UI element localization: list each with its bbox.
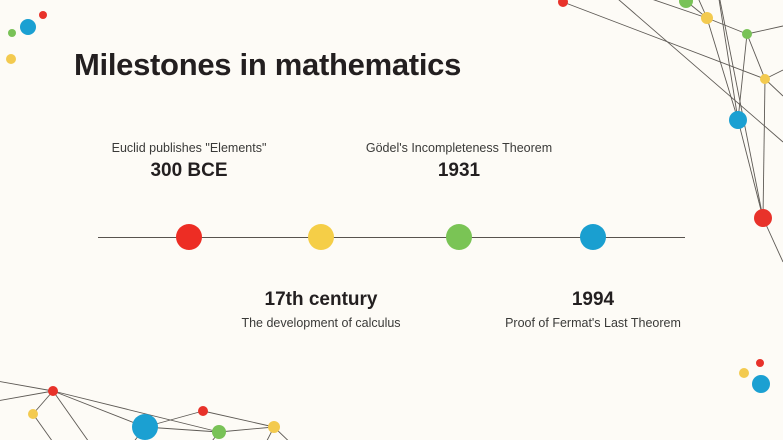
network-node-tr6 bbox=[729, 111, 747, 129]
network-edge bbox=[52, 390, 220, 433]
timeline-year-calculus: 17th century bbox=[264, 289, 378, 310]
network-edge bbox=[737, 33, 748, 121]
network-edge bbox=[762, 78, 766, 219]
timeline-description-euclid-elements: Euclid publishes "Elements" bbox=[111, 141, 267, 155]
network-edge bbox=[202, 410, 275, 428]
network-edge bbox=[32, 390, 54, 415]
network-edge bbox=[698, 0, 708, 19]
network-edge bbox=[746, 33, 766, 80]
timeline-year-godel-incompleteness: 1931 bbox=[437, 160, 481, 182]
network-edge bbox=[618, 0, 783, 143]
network-node-bl4 bbox=[198, 406, 208, 416]
network-node-br1 bbox=[756, 359, 764, 367]
network-node-bl1 bbox=[48, 386, 58, 396]
network-node-tr3 bbox=[701, 12, 713, 24]
network-edge bbox=[685, 0, 708, 19]
timeline-dot-euclid-elements[interactable] bbox=[176, 224, 202, 250]
timeline-description-calculus: The development of calculus bbox=[241, 315, 401, 330]
network-edge bbox=[218, 426, 275, 433]
network-node-br3 bbox=[752, 375, 770, 393]
timeline-year-euclid-elements: 300 BCE bbox=[150, 160, 228, 182]
network-node-tl2 bbox=[20, 19, 36, 35]
network-edge bbox=[144, 410, 204, 428]
network-node-bl5 bbox=[212, 425, 226, 439]
network-node-tr1 bbox=[558, 0, 568, 7]
network-edge bbox=[746, 25, 783, 35]
network-node-bl2 bbox=[28, 409, 38, 419]
network-node-tr5 bbox=[760, 74, 770, 84]
network-edge bbox=[764, 69, 783, 80]
network-edge bbox=[762, 217, 783, 263]
network-edge bbox=[0, 390, 54, 401]
network-edge bbox=[134, 426, 146, 440]
page-title: Milestones in mathematics bbox=[74, 47, 462, 82]
network-edge bbox=[684, 0, 687, 2]
network-edge bbox=[718, 0, 739, 121]
network-edge bbox=[706, 17, 748, 35]
network-edge bbox=[653, 0, 708, 19]
network-edge bbox=[719, 0, 764, 219]
network-edge bbox=[266, 426, 275, 440]
network-node-tl4 bbox=[6, 54, 16, 64]
network-edge bbox=[706, 17, 739, 121]
timeline-label-calculus: 17th century The development of calculus bbox=[241, 286, 400, 332]
network-edge bbox=[562, 1, 766, 80]
timeline-description-fermats-last-theorem: Proof of Fermat's Last Theorem bbox=[505, 315, 681, 330]
network-edge bbox=[52, 390, 146, 428]
network-node-tr2 bbox=[679, 0, 693, 8]
timeline-label-fermats-last-theorem: 1994 Proof of Fermat's Last Theorem bbox=[505, 286, 681, 332]
network-node-bl3 bbox=[132, 414, 158, 440]
network-edge bbox=[144, 426, 220, 433]
timeline-dot-calculus[interactable] bbox=[308, 224, 334, 250]
network-edge bbox=[273, 426, 289, 440]
timeline-year-fermats-last-theorem: 1994 bbox=[571, 289, 615, 310]
network-node-tr4 bbox=[742, 29, 752, 39]
timeline-label-godel-incompleteness: Gödel's Incompleteness Theorem 1931 bbox=[366, 139, 552, 185]
timeline-description-godel-incompleteness: Gödel's Incompleteness Theorem bbox=[365, 141, 553, 155]
network-edge bbox=[737, 119, 764, 219]
network-edge bbox=[764, 78, 783, 97]
network-node-tl3 bbox=[39, 11, 47, 19]
network-edge bbox=[212, 431, 220, 440]
timeline-dot-godel-incompleteness[interactable] bbox=[446, 224, 472, 250]
network-node-tl1 bbox=[8, 29, 16, 37]
network-edge bbox=[32, 413, 53, 440]
network-node-br2 bbox=[739, 368, 749, 378]
timeline-axis-line bbox=[98, 237, 685, 239]
network-edge bbox=[52, 390, 89, 440]
timeline-dot-fermats-last-theorem[interactable] bbox=[580, 224, 606, 250]
network-edge bbox=[0, 381, 54, 392]
timeline-label-euclid-elements: Euclid publishes "Elements" 300 BCE bbox=[112, 139, 267, 185]
network-node-bl6 bbox=[268, 421, 280, 433]
network-node-tr7 bbox=[754, 209, 772, 227]
